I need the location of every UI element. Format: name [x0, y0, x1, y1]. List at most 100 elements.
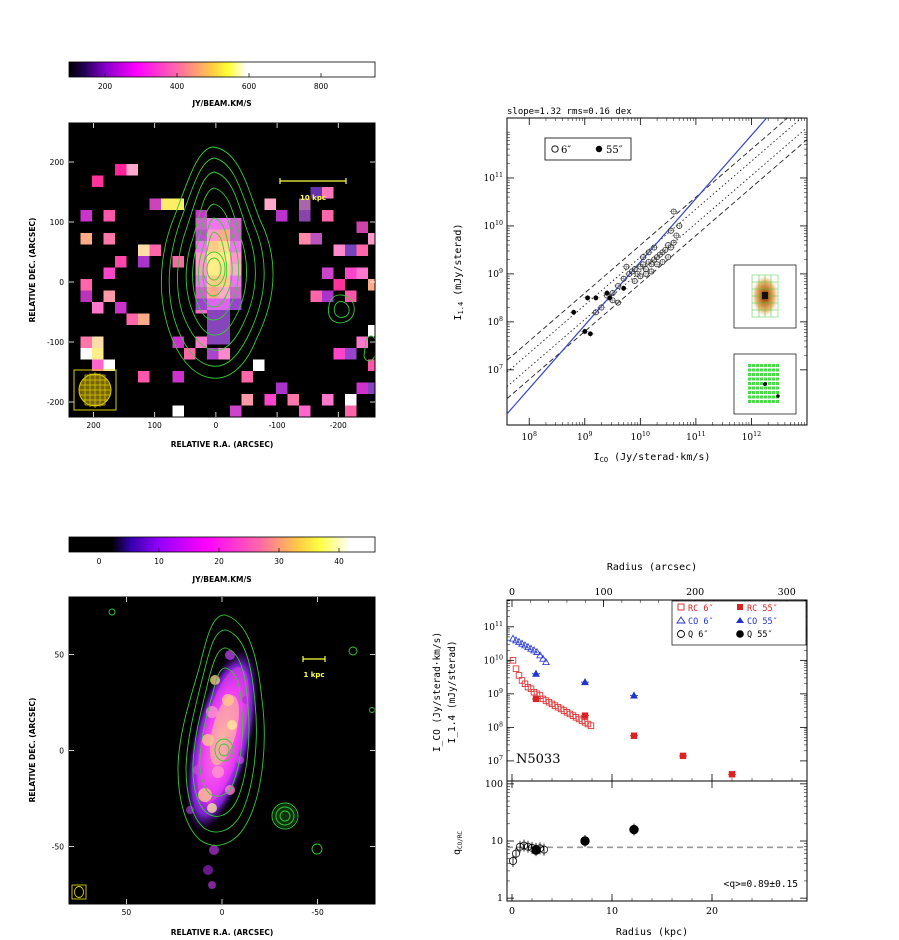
map-xtick-label: 0: [220, 908, 225, 917]
map-pixel: [80, 348, 92, 360]
radial-legend: RC 6″ CO 6″ Q 6″ RC 55″ CO 55″ Q 55″: [671, 600, 807, 646]
data-point-6: [648, 268, 655, 275]
map-core-pixel: [207, 275, 219, 287]
map-core-pixel: [195, 275, 207, 287]
xtick-label: 0: [509, 906, 515, 917]
galaxy-knot: [209, 845, 219, 855]
map-pixel: [92, 175, 104, 187]
inset-grid-cell: [748, 364, 751, 367]
map-pixel: [126, 313, 138, 325]
map-pixel: [92, 336, 104, 348]
rc6-point: [512, 665, 520, 672]
map-core-pixel: [218, 229, 230, 241]
map-pixel: [356, 382, 368, 394]
inset-grid-cell: [764, 400, 767, 403]
galaxy-name-label: N5033: [516, 752, 560, 767]
map-pixel: [218, 348, 230, 360]
legend-q55-marker: [736, 630, 744, 638]
inset-grid-cell: [772, 395, 775, 399]
inset-grid-cell: [776, 391, 779, 394]
data-point-55: [571, 309, 577, 315]
legend-co6-marker: [676, 616, 686, 624]
inset-grid-cell: [756, 400, 759, 403]
inset-grid-cell: [748, 373, 751, 376]
map-pixel: [345, 405, 357, 417]
map-pixel: [80, 279, 92, 291]
data-point-6: [662, 246, 669, 253]
data-point-6: [637, 273, 644, 280]
scatter-1-xlabel: ICO (Jy/sterad·km/s): [594, 452, 711, 464]
inset-grid-cell: [752, 382, 755, 385]
beam-ellipse-1: [73, 369, 117, 411]
data-point-6: [645, 249, 652, 256]
map-ytick-label: 200: [50, 158, 65, 167]
inset-grid-cell: [752, 373, 755, 376]
co6-point: [518, 639, 526, 647]
inset-grid-cell: [772, 377, 775, 381]
map-pixel: [80, 290, 92, 302]
data-point-55: [587, 331, 593, 337]
scatter-1-title: slope=1.32 rms=0.16 dex: [507, 107, 632, 117]
map-xtick-label: 50: [122, 908, 132, 917]
galaxy-knot: [222, 694, 234, 706]
map-pixel: [149, 244, 161, 256]
xtick-label: 1012: [742, 431, 761, 443]
data-point-6: [592, 309, 599, 316]
inset-grid-cell: [760, 386, 763, 390]
map-pixel: [345, 267, 357, 279]
map-pixel: [115, 256, 127, 268]
map-1-pixels: [80, 164, 375, 417]
inset-grid-cell: [760, 382, 763, 385]
inset-grid-cell: [764, 386, 767, 390]
colorbar-2: [68, 536, 376, 553]
map-2-contours: [108, 608, 375, 855]
map-1-content: 10 kpc: [73, 146, 375, 417]
data-point-6: [659, 258, 666, 265]
ytick-label: 107: [488, 755, 503, 767]
map-pixel: [241, 371, 253, 383]
data-point-6: [640, 261, 647, 268]
map-pixel: [207, 348, 219, 360]
co6-point: [530, 646, 538, 654]
inset-grid-cell: [760, 395, 763, 399]
co6-point: [527, 644, 535, 652]
inset-grid-cell: [752, 364, 755, 367]
scatter-1-plot: [507, 118, 807, 415]
map-pixel: [138, 313, 150, 325]
co55-point: [630, 691, 638, 699]
map-core-pixel: [195, 252, 207, 264]
galaxy-knot: [236, 756, 244, 764]
co6-point: [539, 654, 547, 662]
map-core-pixel: [207, 229, 219, 241]
colorbar-1-ticks: 200 400 600 800: [98, 73, 328, 91]
map-core-pixel: [207, 241, 219, 253]
legend-q6-marker: [677, 630, 685, 638]
map-pixel: [356, 267, 368, 279]
rc55-point: [532, 695, 540, 703]
map-core-pixel: [218, 252, 230, 264]
inset-grid-cell: [768, 364, 771, 367]
map-ytick-label: -100: [47, 338, 64, 347]
map-pixel: [356, 244, 368, 256]
inset-grid-cell: [760, 377, 763, 381]
galaxy-knot: [203, 865, 213, 875]
map-core-pixel: [230, 252, 242, 264]
data-point-6: [623, 263, 630, 270]
co6-point: [533, 647, 541, 655]
inset-grid-cell: [768, 400, 771, 403]
map-pixel: [253, 359, 265, 371]
map-pixel: [345, 244, 357, 256]
panel-top-right: slope=1.32 rms=0.16 dex 108 109 1010 1011 10…: [453, 107, 808, 464]
map-1-axes: 200 100 0 -100 -200 200 100 0 -100 -200: [47, 123, 375, 430]
scatter-1-axes: 108 109 1010 1011 1012 107 108 109 1010 1011: [484, 118, 807, 443]
radial-top-axis-label: Radius (arcsec): [607, 562, 697, 573]
map-pixel: [172, 371, 184, 383]
scatter-1-legend: 6″ 55″: [544, 137, 632, 161]
inset-grid-cell: [760, 391, 763, 394]
map-pixel: [115, 164, 127, 176]
map-pixel: [138, 256, 150, 268]
ytick-lower-label: 100: [485, 779, 503, 790]
map-pixel: [103, 210, 115, 222]
scatter-1-points: [569, 208, 684, 337]
